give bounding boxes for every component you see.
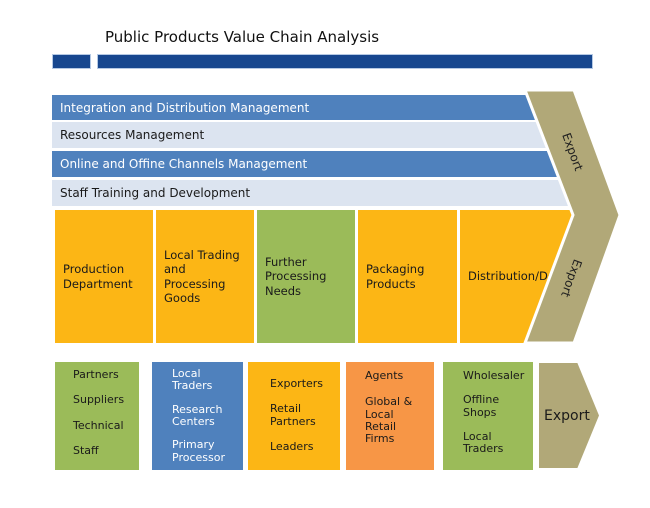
support-band-channels: Online and Offine Channels Management xyxy=(52,151,573,177)
list-item: Retail Partners xyxy=(270,402,316,428)
primary-block-local-trading: Local Trading and Processing Goods xyxy=(156,210,254,343)
primary-block-further-processing: Further Processing Needs xyxy=(257,210,355,343)
export-arrow-label: Export xyxy=(544,407,590,424)
title-underline-short-bar xyxy=(52,54,91,69)
list-item: Agents xyxy=(365,369,404,382)
bottom-group-wholesaler: Wholesaler Offline Shops Local Traders xyxy=(443,362,533,470)
list-item: Suppliers xyxy=(73,393,125,407)
bottom-group-exporters: Exporters Retail Partners Leaders xyxy=(248,362,340,470)
block-label: Packaging Products xyxy=(366,262,425,291)
list-item: Primary Processor xyxy=(172,438,225,464)
bottom-group-local-traders: Local Traders Research Centers Primary P… xyxy=(152,362,243,470)
block-label: Production Department xyxy=(63,262,133,291)
band-label: Resources Management xyxy=(60,128,205,142)
support-band-staff-training: Staff Training and Development xyxy=(52,180,573,206)
title-underline-long-bar xyxy=(97,54,593,69)
list-item: Exporters xyxy=(270,377,324,390)
primary-block-packaging: Packaging Products xyxy=(358,210,457,343)
primary-block-distribution: Distribution/Delivery xyxy=(460,210,587,343)
list-item: Partners xyxy=(73,368,119,381)
list-item: Offline Shops xyxy=(463,393,500,419)
list-item: Local Traders xyxy=(463,429,504,456)
list-item: Research Centers xyxy=(172,402,223,428)
page-title: Public Products Value Chain Analysis xyxy=(105,28,380,46)
block-label: Local Trading and Processing Goods xyxy=(164,247,240,305)
list-item: Staff xyxy=(73,443,99,457)
list-item: Leaders xyxy=(270,439,314,453)
bottom-group-agents: Agents Global & Local Retail Firms xyxy=(346,362,434,470)
list-item: Technical xyxy=(73,418,124,432)
band-label: Staff Training and Development xyxy=(60,186,251,200)
block-label: Further Processing Needs xyxy=(265,254,327,298)
list-item: Global & Local Retail Firms xyxy=(365,395,413,446)
support-band-integration-distribution: Integration and Distribution Management xyxy=(52,95,573,120)
band-label: Online and Offine Channels Management xyxy=(60,157,308,171)
list-item: Local Traders xyxy=(172,367,213,393)
bottom-group-partners: Partners Suppliers Technical Staff xyxy=(55,362,139,470)
band-label: Integration and Distribution Management xyxy=(60,100,310,115)
block-label: Distribution/Delivery xyxy=(468,269,587,284)
list-item: Wholesaler xyxy=(463,369,525,382)
primary-block-production: Production Department xyxy=(55,210,153,343)
support-band-resources: Resources Management xyxy=(52,122,573,148)
bottom-export-arrow: Export xyxy=(539,363,599,468)
